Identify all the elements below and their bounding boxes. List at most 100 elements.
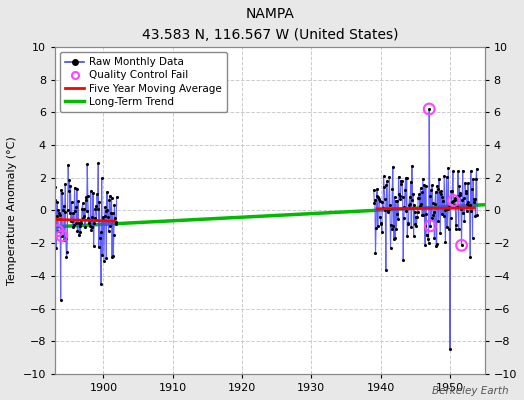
Point [432,240,441,247]
Point [69,224,77,230]
Point [404,220,412,227]
Point [97,175,106,182]
Point [398,178,406,184]
Point [72,219,81,226]
Point [395,174,403,180]
Point [434,218,443,224]
Point [387,221,395,228]
Point [380,183,388,190]
Point [472,176,480,182]
Point [71,208,79,214]
Point [438,194,446,201]
Point [68,199,76,206]
Point [452,222,461,228]
Point [57,297,65,304]
Point [77,219,85,226]
Point [383,178,391,184]
Point [414,195,422,201]
Point [422,210,431,217]
Point [70,222,78,229]
Point [78,206,86,212]
Point [423,232,431,239]
Point [470,196,478,202]
Point [407,224,416,230]
Point [91,205,100,212]
Point [374,194,383,200]
Point [373,193,381,199]
Point [441,239,450,246]
Point [448,188,456,194]
Point [384,206,392,213]
Point [411,208,419,215]
Legend: Raw Monthly Data, Quality Control Fail, Five Year Moving Average, Long-Term Tren: Raw Monthly Data, Quality Control Fail, … [60,52,227,112]
Point [381,266,390,273]
Point [74,220,83,226]
Point [392,226,400,233]
Point [419,176,427,182]
Point [447,188,455,194]
Point [59,207,67,214]
Point [417,201,425,208]
Point [387,226,396,232]
Point [96,229,105,236]
Point [384,209,392,215]
Point [96,234,104,241]
Point [369,187,378,193]
Point [465,202,473,209]
Point [53,199,61,205]
Point [464,199,473,205]
Point [81,224,89,230]
Point [402,174,411,181]
Point [64,162,72,168]
Point [401,175,410,181]
Y-axis label: Temperature Anomaly (°C): Temperature Anomaly (°C) [7,136,17,285]
Point [98,252,106,258]
Point [90,242,98,249]
Point [424,236,432,242]
Point [436,230,444,236]
Point [67,182,75,189]
Point [396,195,405,202]
Point [374,223,382,230]
Point [457,206,465,212]
Point [53,228,62,234]
Point [110,232,118,238]
Point [457,242,466,248]
Point [435,176,443,182]
Point [63,249,71,256]
Point [444,164,452,171]
Point [57,186,66,193]
Point [100,258,108,264]
Point [438,211,446,218]
Point [91,215,99,221]
Point [471,196,479,202]
Point [84,193,92,199]
Point [54,206,62,213]
Point [426,223,434,229]
Point [75,222,84,229]
Point [440,213,448,220]
Point [427,214,435,221]
Point [463,208,471,214]
Point [395,191,403,198]
Point [392,211,401,217]
Point [58,190,67,197]
Point [453,204,461,210]
Point [372,250,380,256]
Point [391,198,400,204]
Point [451,197,459,204]
Point [92,202,100,209]
Point [106,222,115,229]
Point [101,204,110,210]
Point [432,242,440,249]
Point [375,198,384,204]
Point [451,195,460,202]
Point [93,191,101,198]
Point [386,244,395,251]
Point [67,218,75,224]
Point [379,173,388,180]
Point [408,197,417,203]
Point [430,208,438,215]
Point [399,257,407,264]
Point [388,186,397,192]
